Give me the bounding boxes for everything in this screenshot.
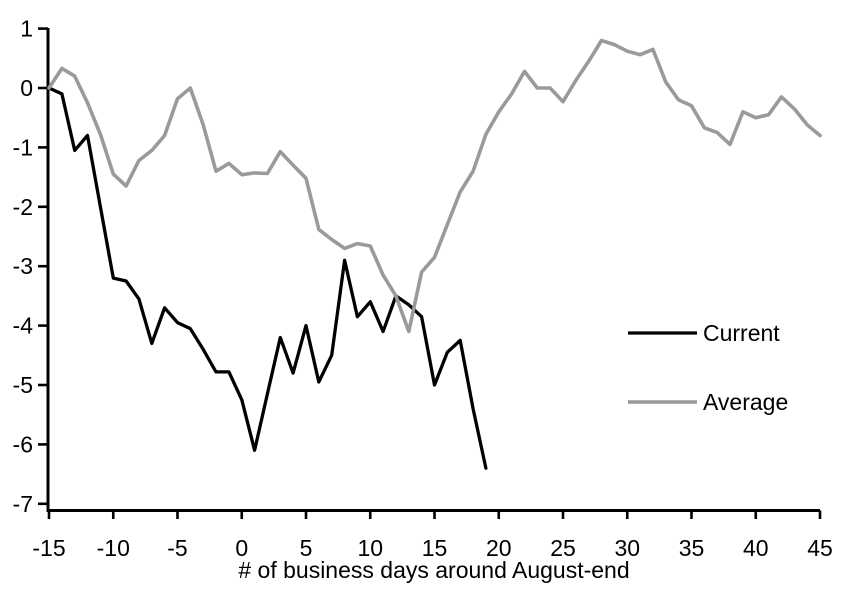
x-tick-label: -5 bbox=[167, 535, 187, 561]
y-tick-label: -5 bbox=[13, 372, 33, 398]
x-axis-title: # of business days around August-end bbox=[238, 557, 629, 583]
legend: Current Average bbox=[628, 320, 788, 415]
axes: 10-1-2-3-4-5-6-7-15 -10 -5 0 5 10 15 20 25 30 35 40… bbox=[13, 16, 833, 561]
x-tick-label: 20 bbox=[486, 535, 512, 561]
y-tick-label: -1 bbox=[13, 134, 33, 160]
y-tick-label: -6 bbox=[13, 431, 33, 457]
x-tick-label: -10 bbox=[97, 535, 130, 561]
average-line bbox=[47, 38, 822, 334]
y-tick-label: -2 bbox=[13, 194, 33, 220]
x-tick-label: -15 bbox=[32, 535, 65, 561]
x-tick-label: 10 bbox=[357, 535, 383, 561]
y-tick-label: 1 bbox=[20, 16, 33, 42]
x-tick-label: 45 bbox=[807, 535, 833, 561]
x-tick-label: 35 bbox=[679, 535, 705, 561]
x-tick-label: 40 bbox=[743, 535, 769, 561]
x-tick-label: 30 bbox=[614, 535, 640, 561]
legend-label-current: Current bbox=[703, 320, 780, 346]
x-tick-label: 5 bbox=[300, 535, 313, 561]
x-tick-label: 25 bbox=[550, 535, 576, 561]
x-tick-label: 0 bbox=[235, 535, 248, 561]
y-tick-label: -7 bbox=[13, 491, 33, 517]
x-tick-label: 15 bbox=[422, 535, 448, 561]
legend-label-average: Average bbox=[703, 389, 788, 415]
series-lines bbox=[47, 38, 822, 470]
y-tick-label: -3 bbox=[13, 253, 33, 279]
y-tick-label: 0 bbox=[20, 75, 33, 101]
y-tick-label: -4 bbox=[13, 313, 34, 339]
